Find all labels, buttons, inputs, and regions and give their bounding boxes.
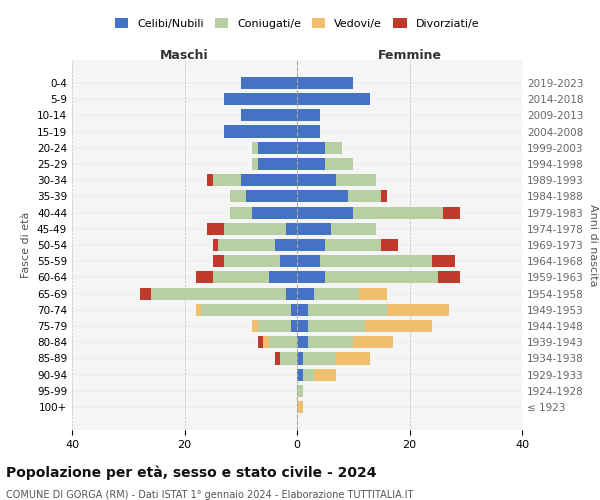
Bar: [292, 304, 297, 316]
Bar: [224, 126, 297, 138]
Bar: [212, 255, 224, 268]
Bar: [325, 158, 353, 170]
Bar: [257, 142, 297, 154]
Bar: [139, 288, 151, 300]
Bar: [269, 272, 297, 283]
Bar: [297, 93, 370, 105]
Bar: [297, 336, 308, 348]
Bar: [325, 142, 342, 154]
Bar: [359, 288, 387, 300]
Bar: [229, 190, 247, 202]
Bar: [212, 239, 218, 251]
Y-axis label: Anni di nascita: Anni di nascita: [587, 204, 598, 286]
Bar: [297, 352, 302, 364]
Bar: [218, 239, 275, 251]
Bar: [224, 93, 297, 105]
Bar: [297, 222, 331, 235]
Bar: [241, 77, 297, 89]
Bar: [229, 206, 252, 218]
Bar: [202, 304, 292, 316]
Bar: [325, 272, 437, 283]
Bar: [257, 336, 263, 348]
Bar: [241, 109, 297, 122]
Bar: [275, 352, 280, 364]
Bar: [257, 158, 297, 170]
Bar: [325, 239, 382, 251]
Bar: [337, 352, 370, 364]
Bar: [224, 255, 280, 268]
Bar: [297, 320, 308, 332]
Bar: [212, 272, 269, 283]
Bar: [224, 222, 286, 235]
Bar: [297, 174, 337, 186]
Bar: [297, 158, 325, 170]
Bar: [297, 272, 325, 283]
Text: Popolazione per età, sesso e stato civile - 2024: Popolazione per età, sesso e stato civil…: [6, 465, 377, 479]
Bar: [297, 385, 302, 397]
Bar: [320, 255, 432, 268]
Bar: [308, 304, 387, 316]
Bar: [302, 352, 337, 364]
Bar: [297, 77, 353, 89]
Bar: [241, 174, 297, 186]
Bar: [252, 142, 257, 154]
Bar: [292, 320, 297, 332]
Bar: [247, 190, 297, 202]
Bar: [443, 206, 460, 218]
Bar: [286, 288, 297, 300]
Bar: [297, 109, 320, 122]
Bar: [365, 320, 432, 332]
Bar: [437, 272, 460, 283]
Bar: [314, 288, 359, 300]
Bar: [297, 255, 320, 268]
Bar: [269, 336, 297, 348]
Bar: [308, 320, 365, 332]
Bar: [297, 288, 314, 300]
Bar: [252, 158, 257, 170]
Bar: [297, 206, 353, 218]
Bar: [314, 368, 337, 381]
Bar: [297, 126, 320, 138]
Bar: [151, 288, 286, 300]
Bar: [387, 304, 449, 316]
Bar: [302, 368, 314, 381]
Bar: [280, 352, 297, 364]
Bar: [257, 320, 292, 332]
Y-axis label: Fasce di età: Fasce di età: [22, 212, 31, 278]
Bar: [275, 239, 297, 251]
Text: Femmine: Femmine: [377, 49, 442, 62]
Bar: [297, 190, 347, 202]
Bar: [432, 255, 455, 268]
Bar: [252, 206, 297, 218]
Bar: [353, 336, 392, 348]
Bar: [196, 304, 202, 316]
Text: Maschi: Maschi: [160, 49, 209, 62]
Bar: [196, 272, 212, 283]
Bar: [347, 190, 382, 202]
Bar: [280, 255, 297, 268]
Bar: [297, 401, 302, 413]
Bar: [297, 304, 308, 316]
Bar: [252, 320, 257, 332]
Legend: Celibi/Nubili, Coniugati/e, Vedovi/e, Divorziati/e: Celibi/Nubili, Coniugati/e, Vedovi/e, Di…: [110, 14, 484, 34]
Bar: [353, 206, 443, 218]
Bar: [382, 190, 387, 202]
Bar: [212, 174, 241, 186]
Bar: [263, 336, 269, 348]
Bar: [207, 174, 212, 186]
Bar: [297, 239, 325, 251]
Bar: [297, 142, 325, 154]
Bar: [297, 368, 302, 381]
Bar: [331, 222, 376, 235]
Bar: [308, 336, 353, 348]
Bar: [337, 174, 376, 186]
Bar: [382, 239, 398, 251]
Bar: [286, 222, 297, 235]
Text: COMUNE DI GORGA (RM) - Dati ISTAT 1° gennaio 2024 - Elaborazione TUTTITALIA.IT: COMUNE DI GORGA (RM) - Dati ISTAT 1° gen…: [6, 490, 413, 500]
Bar: [207, 222, 224, 235]
